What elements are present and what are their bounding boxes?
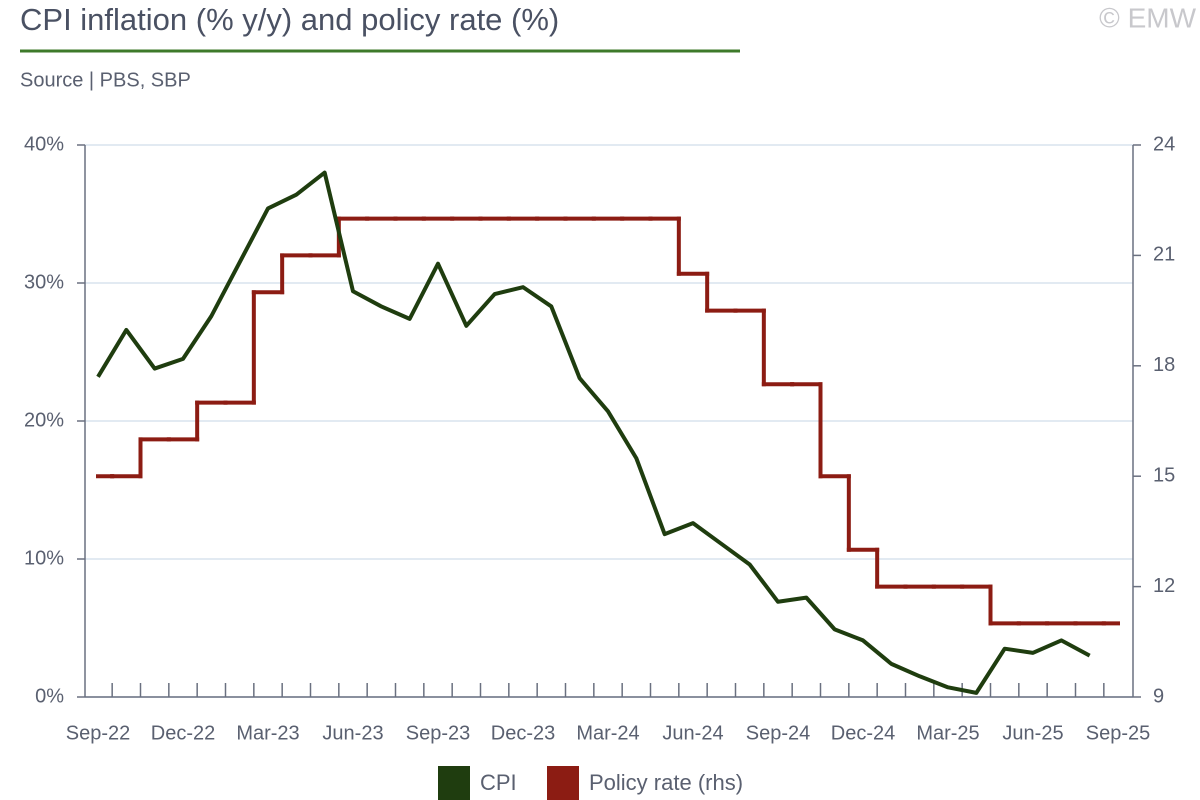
- x-tick-label: Dec-22: [151, 722, 215, 744]
- x-tick-label: Sep-24: [746, 722, 811, 744]
- y-tick-label: 10%: [24, 547, 64, 569]
- x-tick-label: Mar-25: [916, 722, 979, 744]
- y-tick-label: 40%: [24, 133, 64, 155]
- y2-tick-label: 9: [1153, 685, 1164, 707]
- y2-tick-label: 24: [1153, 133, 1175, 155]
- legend-label: CPI: [480, 770, 517, 795]
- legend-label: Policy rate (rhs): [589, 770, 743, 795]
- chart-subtitle: Source | PBS, SBP: [20, 69, 191, 91]
- x-tick-label: Mar-23: [236, 722, 299, 744]
- x-tick-label: Jun-25: [1002, 722, 1063, 744]
- y2-tick-label: 12: [1153, 575, 1175, 597]
- y2-tick-label: 15: [1153, 464, 1175, 486]
- x-tick-label: Sep-25: [1086, 722, 1151, 744]
- y2-tick-label: 18: [1153, 354, 1175, 376]
- line-series: [96, 170, 1091, 695]
- y2-tick-label: 21: [1153, 244, 1175, 266]
- legend-swatch: [438, 766, 470, 800]
- x-tick-label: Sep-22: [66, 722, 131, 744]
- x-tick-label: Jun-24: [662, 722, 723, 744]
- y-tick-label: 20%: [24, 409, 64, 431]
- y-tick-label: 0%: [35, 685, 64, 707]
- x-tick-label: Mar-24: [576, 722, 639, 744]
- x-tick-label: Jun-23: [322, 722, 383, 744]
- chart-title: CPI inflation (% y/y) and policy rate (%…: [20, 2, 559, 37]
- x-tick-label: Dec-24: [831, 722, 895, 744]
- x-tick-label: Dec-23: [491, 722, 555, 744]
- watermark: © EMW: [1099, 2, 1196, 33]
- x-tick-label: Sep-23: [406, 722, 471, 744]
- legend-swatch: [547, 766, 579, 800]
- y-tick-label: 30%: [24, 271, 64, 293]
